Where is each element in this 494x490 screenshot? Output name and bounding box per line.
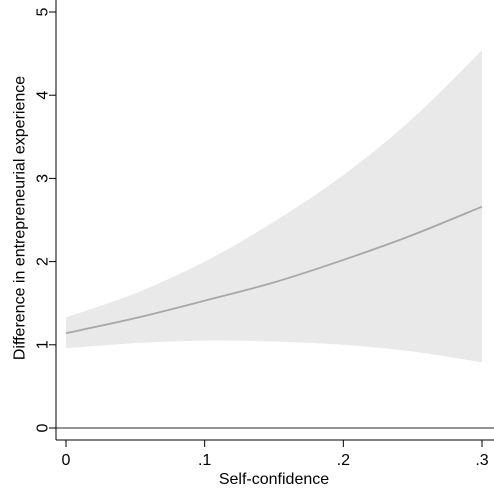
fitted-line	[65, 205, 483, 335]
y-axis-title: Difference in entrepreneurial experience	[12, 76, 29, 360]
y-axis-ticks: 0 1 2 3 4 5	[35, 7, 56, 432]
y-tick-label: 3	[35, 174, 52, 183]
fitted-line-layer	[65, 205, 483, 335]
y-tick-label: 4	[35, 91, 52, 100]
y-tick-label: 0	[35, 423, 52, 432]
y-tick-label: 2	[35, 257, 52, 266]
x-tick-label: .2	[337, 452, 350, 469]
y-tick-label: 5	[35, 7, 52, 16]
x-axis-ticks: 0 .1 .2 .3	[62, 440, 489, 469]
x-tick-label: .3	[475, 452, 488, 469]
confidence-band	[66, 50, 482, 363]
x-tick-label: .1	[198, 452, 211, 469]
x-tick-label: 0	[62, 452, 71, 469]
x-axis-title: Self-confidence	[219, 471, 329, 488]
y-tick-label: 1	[35, 340, 52, 349]
confidence-band-layer	[66, 50, 482, 363]
